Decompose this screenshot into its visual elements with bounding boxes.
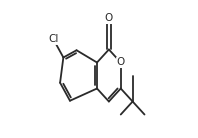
Text: O: O: [105, 14, 113, 23]
Text: O: O: [117, 58, 125, 67]
Text: Cl: Cl: [48, 34, 59, 44]
